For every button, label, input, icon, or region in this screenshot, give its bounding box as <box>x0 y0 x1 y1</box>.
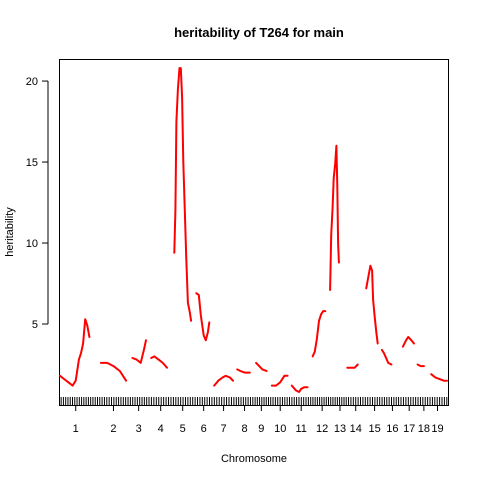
series-line-chr-3 <box>131 339 147 364</box>
series-line-chr-17 <box>401 336 415 348</box>
x-tick-label: 9 <box>258 423 264 435</box>
x-tick-label: 12 <box>316 423 328 435</box>
series-line-chr-12 <box>311 310 327 358</box>
x-tick-label: 2 <box>110 423 116 435</box>
y-tick-label: 10 <box>26 238 38 250</box>
y-tick-label: 5 <box>32 319 38 331</box>
y-axis: 5 10 15 20 <box>26 76 49 331</box>
series-line-chr-14 <box>346 363 359 369</box>
series-line-chr-7 <box>213 374 234 387</box>
x-tick-label: 17 <box>403 423 415 435</box>
series-line-chr-13 <box>329 144 340 291</box>
series-line-chr-15 <box>365 264 379 345</box>
series-line-chr-19 <box>430 373 448 382</box>
x-tick-label: 16 <box>386 423 398 435</box>
x-tick-label: 14 <box>350 423 362 435</box>
x-axis-label: Chromosome <box>221 453 287 465</box>
heritability-series <box>59 67 448 393</box>
x-tick-label: 15 <box>368 423 380 435</box>
series-line-chr-9 <box>255 361 268 372</box>
marker-rug <box>60 397 448 405</box>
x-tick-label: 19 <box>431 423 443 435</box>
plot-frame <box>59 59 449 406</box>
series-line-chr-8 <box>236 368 251 374</box>
x-tick-label: 7 <box>221 423 227 435</box>
y-tick-label: 15 <box>26 157 38 169</box>
series-line-chr-16 <box>380 348 393 366</box>
x-tick-label: 6 <box>201 423 207 435</box>
y-axis-label: heritability <box>4 207 16 257</box>
x-tick-label: 5 <box>180 423 186 435</box>
series-line-chr-10 <box>270 374 289 387</box>
x-tick-label: 1 <box>73 423 79 435</box>
series-line-chr-1 <box>59 318 91 387</box>
x-tick-label: 8 <box>241 423 247 435</box>
series-line-chr-5 <box>173 67 193 322</box>
series-line-chr-18 <box>416 363 425 368</box>
series-line-chr-6 <box>195 292 211 342</box>
series-line-chr-4 <box>150 355 168 369</box>
series-line-chr-2 <box>99 361 128 382</box>
y-tick-label: 20 <box>26 76 38 88</box>
x-axis: 1 2 3 4 5 6 7 8 9 10 11 12 13 14 15 16 17 18 19 <box>73 405 444 435</box>
x-tick-label: 3 <box>136 423 142 435</box>
x-tick-label: 13 <box>334 423 346 435</box>
x-tick-label: 18 <box>418 423 430 435</box>
x-tick-label: 4 <box>158 423 164 435</box>
x-tick-label: 10 <box>274 423 286 435</box>
x-tick-label: 11 <box>295 423 306 435</box>
chart-title: heritability of T264 for main <box>174 25 344 40</box>
series-line-chr-11 <box>290 384 309 393</box>
